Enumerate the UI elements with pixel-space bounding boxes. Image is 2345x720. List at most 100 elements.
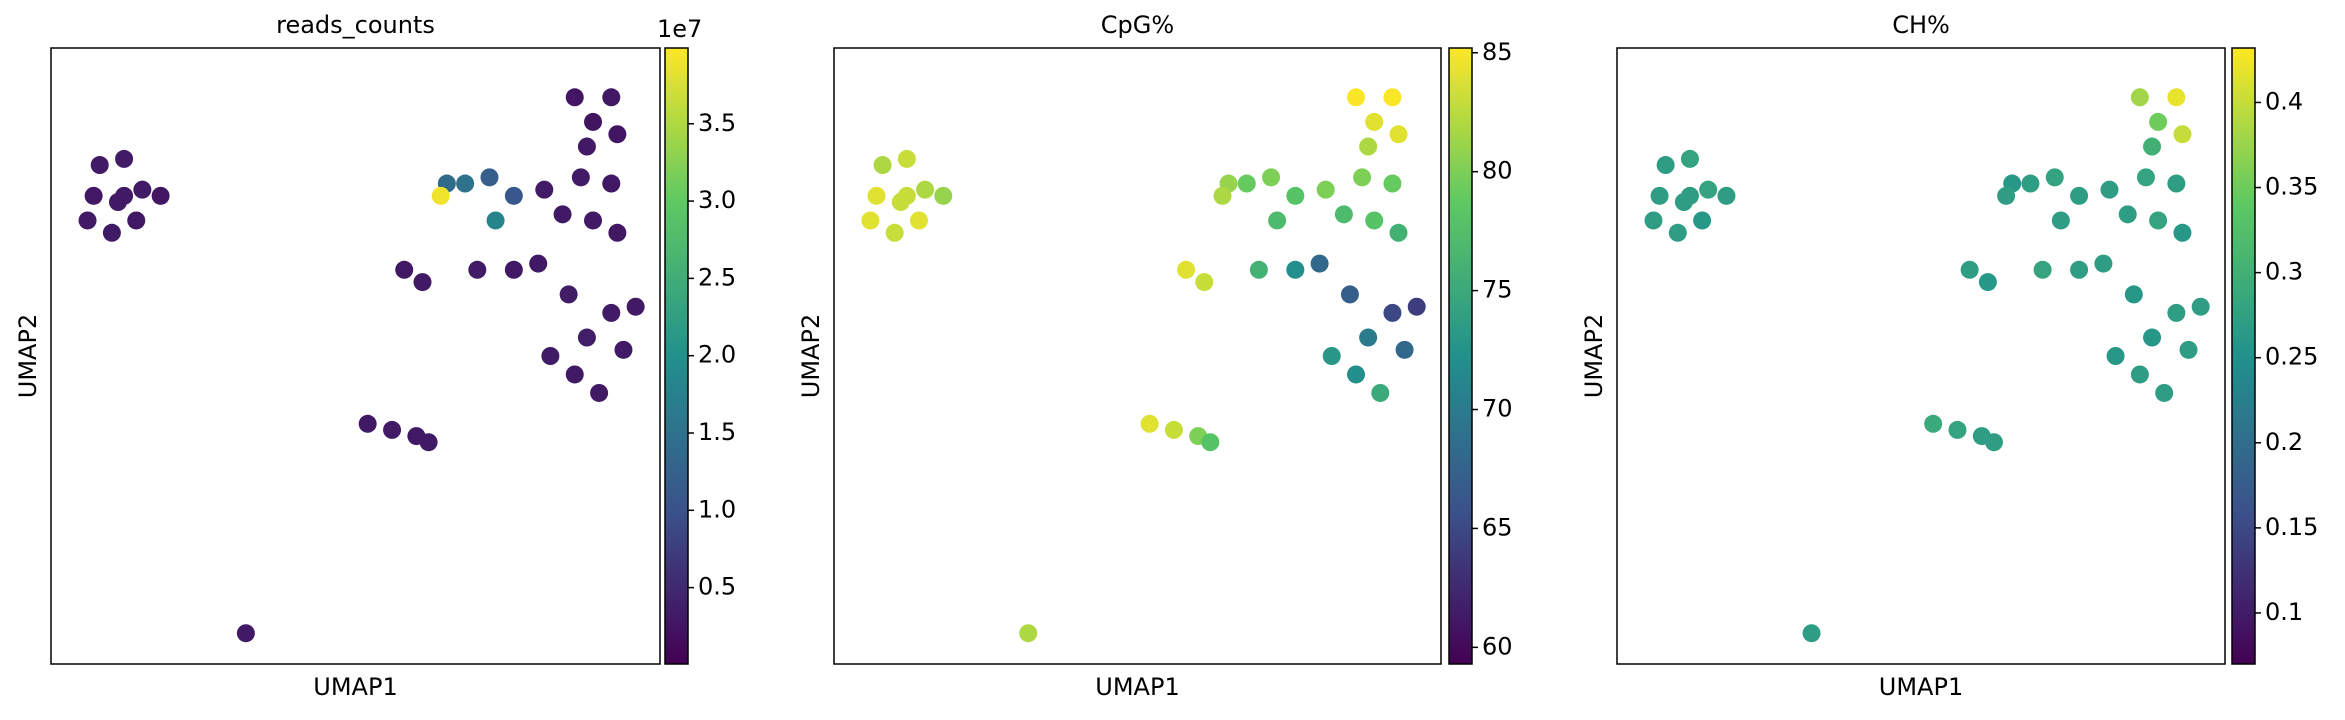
point [2094, 254, 2113, 273]
colorbar-tick-label: 0.1 [2265, 598, 2303, 626]
point [1693, 211, 1712, 230]
point [565, 88, 584, 107]
point [571, 168, 590, 187]
colorbar-tick-label: 85 [1482, 38, 1513, 66]
point [1262, 168, 1281, 187]
point [102, 223, 121, 242]
chart-title: CH% [1892, 11, 1950, 39]
point [1213, 186, 1232, 205]
x-axis-label: UMAP1 [1095, 673, 1179, 701]
point [2130, 88, 2149, 107]
colorbar-tick-label: 3.5 [698, 109, 736, 137]
colorbar [664, 47, 689, 665]
point [431, 186, 450, 205]
point [535, 180, 554, 199]
point [1316, 180, 1335, 199]
colorbar-tick-label: 0.35 [2265, 173, 2318, 201]
point [897, 149, 916, 168]
y-axis-label: UMAP2 [1580, 314, 1608, 398]
point [1140, 414, 1159, 433]
point [916, 180, 935, 199]
point [867, 186, 886, 205]
point [2167, 303, 2186, 322]
point [419, 433, 438, 452]
point [2051, 211, 2070, 230]
chart-title: CpG% [1101, 11, 1174, 39]
point [608, 125, 627, 144]
colorbar [1448, 47, 1473, 665]
point [2136, 168, 2155, 187]
point [1371, 383, 1390, 402]
colorbar-tick-label: 65 [1482, 513, 1513, 541]
point [885, 223, 904, 242]
point [1383, 303, 1402, 322]
point [1395, 340, 1414, 359]
point [1340, 285, 1359, 304]
point [1699, 180, 1718, 199]
point [2167, 174, 2186, 193]
point [456, 174, 475, 193]
point [1201, 433, 1220, 452]
point [1948, 420, 1967, 439]
point [2155, 383, 2174, 402]
colorbar-tick-label: 0.25 [2265, 343, 2318, 371]
point [1978, 273, 1997, 292]
point [1644, 211, 1663, 230]
chart-title: reads_counts [276, 11, 435, 39]
colorbar-tick-label: 2.0 [698, 341, 736, 369]
point [1365, 112, 1384, 131]
point [1407, 297, 1426, 316]
point [602, 303, 621, 322]
colorbar-tick-label: 1.0 [698, 495, 736, 523]
point [559, 285, 578, 304]
point [133, 180, 152, 199]
point [2173, 125, 2192, 144]
point [2021, 174, 2040, 193]
point [1353, 168, 1372, 187]
point [90, 156, 109, 175]
colorbar-tick-label: 60 [1482, 632, 1513, 660]
point [1389, 125, 1408, 144]
colorbar-tick-label: 0.2 [2265, 428, 2303, 456]
point [1310, 254, 1329, 273]
point [1347, 88, 1366, 107]
point [115, 186, 134, 205]
point [1960, 260, 1979, 279]
point [2149, 112, 2168, 131]
colorbar-tick-label: 80 [1482, 157, 1513, 185]
point [1984, 433, 2003, 452]
point [897, 186, 916, 205]
point [480, 168, 499, 187]
point [468, 260, 487, 279]
colorbar-tick-label: 0.15 [2265, 513, 2318, 541]
point [1359, 328, 1378, 347]
point [1347, 365, 1366, 384]
point [1286, 260, 1305, 279]
point [909, 211, 928, 230]
point [934, 186, 953, 205]
x-axis-label: UMAP1 [313, 673, 397, 701]
point [602, 88, 621, 107]
point [236, 624, 255, 643]
point [577, 328, 596, 347]
point [504, 260, 523, 279]
point [590, 383, 609, 402]
point [1237, 174, 1256, 193]
point [2173, 223, 2192, 242]
point [84, 186, 103, 205]
point [1668, 223, 1687, 242]
point [1195, 273, 1214, 292]
colorbar-tick-label: 3.0 [698, 186, 736, 214]
point [2124, 285, 2143, 304]
point [529, 254, 548, 273]
point [584, 211, 603, 230]
point [115, 149, 134, 168]
axes-frame [50, 47, 661, 665]
point [2167, 88, 2186, 107]
colorbar-tick-label: 1.5 [698, 418, 736, 446]
point [1383, 88, 1402, 107]
point [2143, 328, 2162, 347]
point [1177, 260, 1196, 279]
